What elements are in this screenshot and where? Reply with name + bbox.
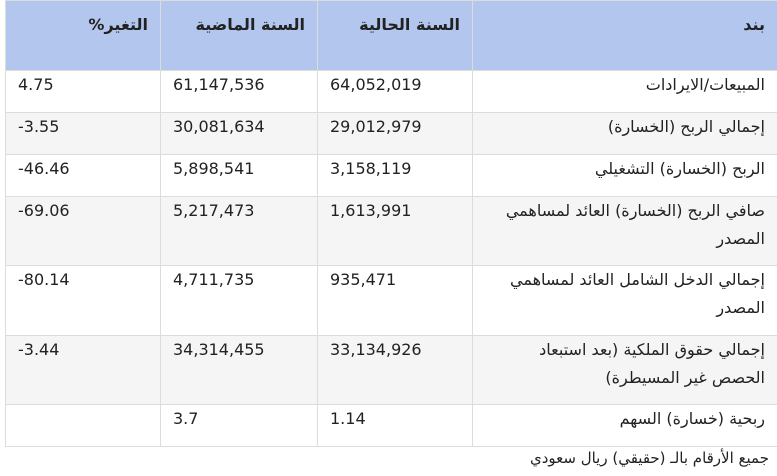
table-row: إجمالي حقوق الملكية (بعد استبعاد الحصص غ…	[5, 335, 777, 405]
row-item: إجمالي الربح (الخسارة)	[472, 112, 777, 155]
row-item: صافي الربح (الخسارة) العائد لمساهمي المص…	[472, 196, 777, 266]
table-row: إجمالي الدخل الشامل العائد لمساهمي المصد…	[5, 265, 777, 336]
row-previous: 5,898,541	[160, 154, 318, 197]
table-row: صافي الربح (الخسارة) العائد لمساهمي المص…	[5, 196, 777, 266]
row-previous: 5,217,473	[160, 196, 318, 266]
row-current: 935,471	[317, 265, 473, 336]
row-change: -46.46	[5, 154, 161, 197]
row-previous: 34,314,455	[160, 335, 318, 405]
row-change: -80.14	[5, 265, 161, 336]
row-change: -3.44	[5, 335, 161, 405]
row-previous: 4,711,735	[160, 265, 318, 336]
row-change: -3.55	[5, 112, 161, 155]
row-change: 4.75	[5, 70, 161, 113]
row-change: -69.06	[5, 196, 161, 266]
header-current-year: السنة الحالية	[317, 0, 473, 71]
row-current: 64,052,019	[317, 70, 473, 113]
row-item: إجمالي حقوق الملكية (بعد استبعاد الحصص غ…	[472, 335, 777, 405]
row-current: 29,012,979	[317, 112, 473, 155]
table-row: المبيعات/الايرادات 64,052,019 61,147,536…	[5, 70, 777, 113]
financial-table: بند السنة الحالية السنة الماضية التغير% …	[5, 0, 777, 447]
header-row: بند السنة الحالية السنة الماضية التغير%	[5, 0, 777, 71]
row-current: 3,158,119	[317, 154, 473, 197]
header-item: بند	[472, 0, 777, 71]
row-item: المبيعات/الايرادات	[472, 70, 777, 113]
row-current: 33,134,926	[317, 335, 473, 405]
header-change: التغير%	[5, 0, 161, 71]
row-change	[5, 404, 161, 447]
header-previous-year: السنة الماضية	[160, 0, 318, 71]
row-current: 1.14	[317, 404, 473, 447]
row-current: 1,613,991	[317, 196, 473, 266]
table-row: إجمالي الربح (الخسارة) 29,012,979 30,081…	[5, 112, 777, 155]
currency-footnote: جميع الأرقام بالـ (حقيقي) ريال سعودي	[529, 449, 769, 467]
row-previous: 61,147,536	[160, 70, 318, 113]
row-item: إجمالي الدخل الشامل العائد لمساهمي المصد…	[472, 265, 777, 336]
table-row: الربح (الخسارة) التشغيلي 3,158,119 5,898…	[5, 154, 777, 197]
row-item: الربح (الخسارة) التشغيلي	[472, 154, 777, 197]
row-previous: 3.7	[160, 404, 318, 447]
row-item: ربحية (خسارة) السهم	[472, 404, 777, 447]
row-previous: 30,081,634	[160, 112, 318, 155]
table-row: ربحية (خسارة) السهم 1.14 3.7	[5, 404, 777, 447]
